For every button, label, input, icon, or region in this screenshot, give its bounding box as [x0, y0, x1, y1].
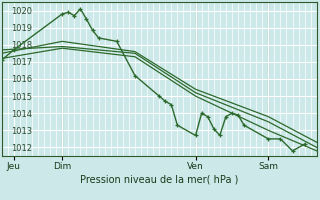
X-axis label: Pression niveau de la mer( hPa ): Pression niveau de la mer( hPa ) [80, 175, 238, 185]
